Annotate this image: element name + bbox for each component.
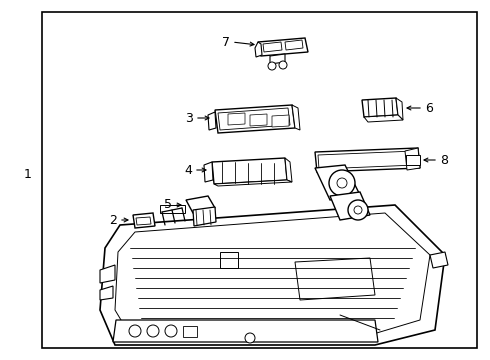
Polygon shape <box>292 105 300 130</box>
Polygon shape <box>136 217 151 225</box>
Circle shape <box>268 62 276 70</box>
Polygon shape <box>215 105 295 133</box>
Polygon shape <box>258 38 308 56</box>
Text: 8: 8 <box>440 153 448 166</box>
Polygon shape <box>193 207 216 226</box>
Polygon shape <box>214 180 292 186</box>
Polygon shape <box>100 265 115 283</box>
Text: 7: 7 <box>222 36 230 49</box>
Circle shape <box>165 325 177 337</box>
Polygon shape <box>330 192 370 220</box>
Polygon shape <box>255 42 262 57</box>
Circle shape <box>245 333 255 343</box>
Polygon shape <box>272 115 289 127</box>
Polygon shape <box>228 113 245 125</box>
Polygon shape <box>270 54 285 64</box>
Polygon shape <box>100 286 113 300</box>
Text: 4: 4 <box>184 163 192 176</box>
Text: 5: 5 <box>164 198 172 211</box>
Bar <box>220 252 238 268</box>
Polygon shape <box>362 98 398 117</box>
Polygon shape <box>186 196 215 213</box>
Circle shape <box>129 325 141 337</box>
Polygon shape <box>208 112 216 130</box>
Bar <box>183 326 197 337</box>
Polygon shape <box>295 258 375 300</box>
Polygon shape <box>396 98 403 120</box>
Circle shape <box>279 61 287 69</box>
Text: 6: 6 <box>425 102 433 114</box>
Polygon shape <box>318 151 416 169</box>
Polygon shape <box>405 148 420 170</box>
Polygon shape <box>212 158 287 184</box>
Polygon shape <box>218 108 290 130</box>
Circle shape <box>337 178 347 188</box>
Polygon shape <box>113 320 378 342</box>
Circle shape <box>329 170 355 196</box>
Bar <box>160 205 185 213</box>
Circle shape <box>147 325 159 337</box>
Polygon shape <box>364 115 403 122</box>
Text: 2: 2 <box>109 213 117 226</box>
Polygon shape <box>315 148 420 172</box>
Text: 3: 3 <box>185 112 193 125</box>
Bar <box>42 12 477 348</box>
Text: 1: 1 <box>24 168 32 181</box>
Polygon shape <box>115 213 430 335</box>
Polygon shape <box>250 114 267 126</box>
Polygon shape <box>100 205 445 345</box>
Polygon shape <box>133 213 155 228</box>
Polygon shape <box>430 252 448 268</box>
Bar <box>406 155 420 165</box>
Polygon shape <box>204 162 213 182</box>
Circle shape <box>348 200 368 220</box>
Polygon shape <box>315 165 360 200</box>
Polygon shape <box>263 42 282 52</box>
Polygon shape <box>285 40 303 50</box>
Circle shape <box>354 206 362 214</box>
Polygon shape <box>285 158 292 182</box>
